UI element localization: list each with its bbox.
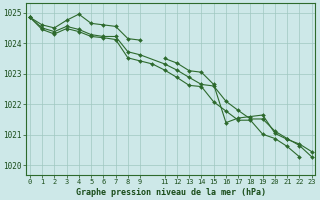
X-axis label: Graphe pression niveau de la mer (hPa): Graphe pression niveau de la mer (hPa) — [76, 188, 266, 197]
